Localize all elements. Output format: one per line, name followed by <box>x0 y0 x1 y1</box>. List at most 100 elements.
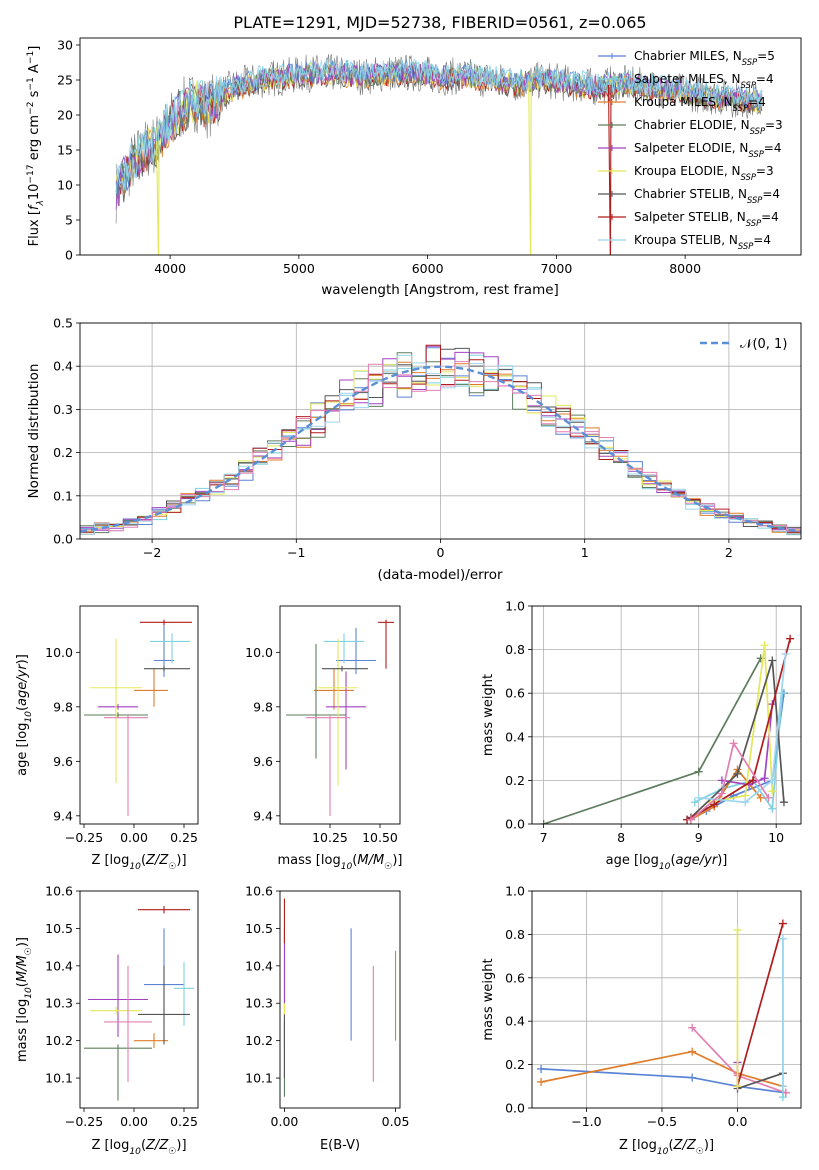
y-tick-label: 10.6 <box>45 884 73 899</box>
weight-line-pink <box>690 741 770 821</box>
x-tick-label: 10.50 <box>362 830 398 845</box>
y-tick-label: 0.4 <box>505 729 525 744</box>
weight-line-chabrier_miles <box>541 1068 787 1094</box>
panel-weight_vs_Z: −1.0 −0.5 0.0 0.0 0.2 0.4 0.6 0.8 1.0 Z [log10(Z/… <box>481 884 802 1157</box>
y-tick-label: 9.8 <box>253 699 273 714</box>
y-axis-label: Normed distribution <box>26 364 42 499</box>
x-tick-label: 8 <box>617 830 625 845</box>
y-tick-label: 10.5 <box>45 921 73 936</box>
weight-line-chabrier_stelib <box>737 1072 784 1090</box>
x-tick-label: 0 <box>437 545 445 560</box>
y-tick-label: 9.4 <box>53 808 73 823</box>
y-tick-label: 0.3 <box>53 402 73 417</box>
y-tick-label: 0.6 <box>505 686 525 701</box>
x-axis-label: age [log10(age/yr)] <box>606 853 728 872</box>
axes-frame <box>279 890 401 1109</box>
axes-frame <box>531 890 802 1109</box>
x-tick-label: 7000 <box>540 261 572 276</box>
weight-marker <box>733 769 742 778</box>
weight-marker <box>537 1077 546 1086</box>
y-axis-label: mass weight <box>481 674 496 756</box>
axes-frame <box>79 37 802 256</box>
panel-mass_vs_ebv: 0.00 0.05 10.1 10.2 10.3 10.4 10.5 10.6 E(B-V) <box>245 884 409 1154</box>
errorbar-point <box>286 644 346 759</box>
histogram-pink <box>80 361 801 536</box>
x-tick-label: 0.00 <box>271 1114 299 1129</box>
weight-marker <box>537 1064 546 1073</box>
weight-marker <box>778 934 787 943</box>
legend-label: Salpeter ELODIE, NSSP=4 <box>634 141 782 159</box>
x-tick-label: −0.25 <box>65 1114 103 1129</box>
errorbar-point <box>138 905 190 914</box>
plot-area <box>539 634 795 824</box>
x-tick-label: −0.5 <box>647 1114 677 1129</box>
x-tick-label: 10.25 <box>312 830 348 845</box>
x-axis-label: Z [log10(Z/Z☉)] <box>91 853 186 872</box>
x-tick-label: 0.25 <box>170 1114 198 1129</box>
model-spectrum-salpeter_miles <box>115 58 763 194</box>
y-tick-label: 0.2 <box>53 445 73 460</box>
weight-marker <box>764 793 773 802</box>
y-tick-label: 0.4 <box>505 1014 525 1029</box>
axes-frame <box>531 605 802 825</box>
errorbar-point <box>90 1006 142 1015</box>
weight-marker <box>733 926 742 935</box>
y-tick-label: 0.6 <box>505 970 525 985</box>
y-tick-label: 20 <box>57 108 73 123</box>
weight-marker <box>748 776 757 785</box>
spectrum-dropout <box>528 81 532 255</box>
weight-marker <box>690 798 699 807</box>
y-tick-label: 15 <box>57 143 73 158</box>
y-tick-label: 10.0 <box>245 645 273 660</box>
x-tick-label: 1 <box>581 545 589 560</box>
plot-area <box>537 919 790 1102</box>
plot-area <box>84 905 194 1101</box>
errorbar-point <box>322 665 368 672</box>
errorbar-point <box>318 638 358 786</box>
errorbar-point <box>104 965 152 1082</box>
panel-spectrum: 4000 5000 6000 7000 8000 0 5 10 15 20 25 30 waveleng… <box>26 37 802 298</box>
x-tick-label: −1.0 <box>571 1114 601 1129</box>
errorbar-point <box>140 619 192 626</box>
weight-marker <box>741 798 750 807</box>
y-axis-label: Flux [fλ10−17 erg cm−2 s−1 A−1] <box>26 46 46 247</box>
y-tick-label: 9.4 <box>253 808 273 823</box>
errorbar-point <box>174 962 194 1026</box>
weight-marker <box>768 787 777 796</box>
x-axis-label: (data-model)/error <box>377 567 503 583</box>
legend-label: Chabrier ELODIE, NSSP=3 <box>634 118 783 136</box>
x-tick-label: 8000 <box>669 261 701 276</box>
y-tick-label: 10.0 <box>45 645 73 660</box>
x-tick-label: 6000 <box>412 261 444 276</box>
weight-marker <box>729 739 738 748</box>
legend-label: 𝒩(0, 1) <box>740 337 787 352</box>
errorbar-point <box>326 671 366 770</box>
x-axis-label: wavelength [Angstrom, rest frame] <box>321 282 559 298</box>
errorbar-point <box>324 633 364 664</box>
y-tick-label: 0.0 <box>53 532 73 547</box>
weight-marker <box>760 774 769 783</box>
y-tick-label: 9.6 <box>53 754 73 769</box>
weight-line-salpeter_elodie <box>721 704 774 786</box>
weight-marker <box>733 1082 742 1091</box>
weight-marker <box>778 919 787 928</box>
x-tick-label: −0.25 <box>65 830 103 845</box>
y-tick-label: 0.0 <box>505 817 525 832</box>
y-tick-label: 0.8 <box>505 642 525 657</box>
y-tick-label: 0.4 <box>53 359 73 374</box>
plot-area <box>283 898 397 1097</box>
weight-marker <box>778 1093 787 1102</box>
y-tick-label: 1.0 <box>505 884 525 899</box>
weight-marker <box>686 815 695 824</box>
weight-marker <box>539 820 548 824</box>
errorbar-point <box>144 665 190 672</box>
weight-marker <box>768 804 777 813</box>
plot-area <box>286 619 394 816</box>
y-tick-label: 9.8 <box>53 699 73 714</box>
y-axis-label: mass [log10(M/M☉)] <box>15 937 34 1062</box>
errorbar-point <box>314 668 354 710</box>
model-spectrum-kroupa_stelib <box>115 58 763 190</box>
x-tick-label: 5000 <box>283 261 315 276</box>
x-tick-label: 2 <box>725 545 733 560</box>
weight-marker <box>717 789 726 798</box>
